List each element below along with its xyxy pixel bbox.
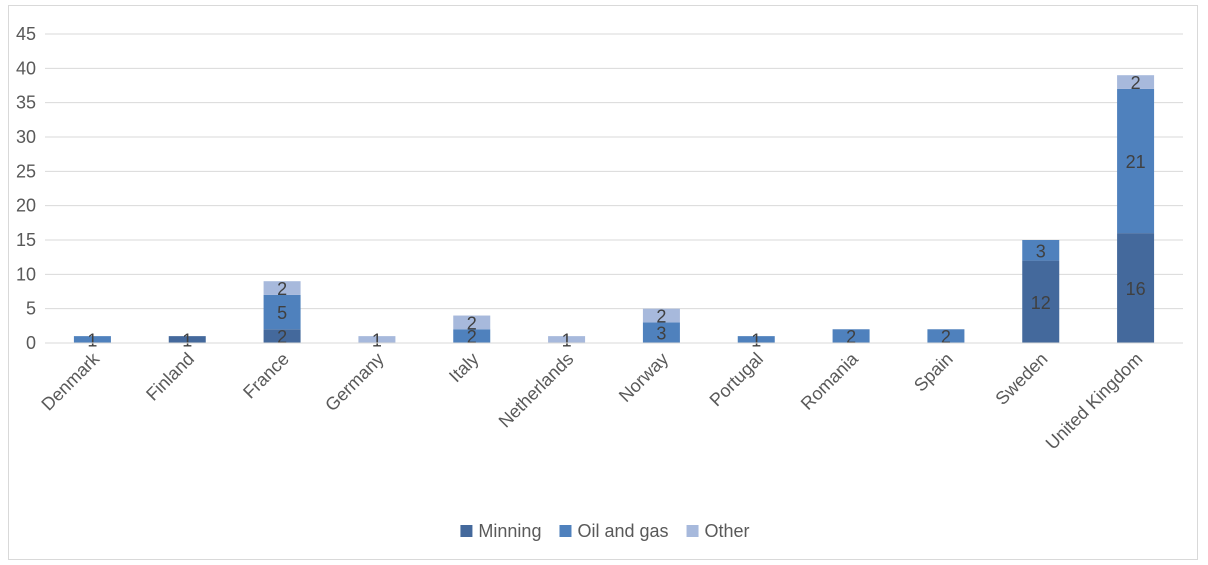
data-label-oil-and-gas-denmark: 1 [87,331,97,351]
data-label-other-united-kingdom: 2 [1131,73,1141,93]
y-tick-label: 10 [16,264,36,284]
bars [73,75,1155,343]
x-tick-label-sweden: Sweden [991,349,1051,409]
data-label-oil-and-gas-italy: 2 [467,327,477,347]
bar-segment-oil-and-gas-portugal [737,336,775,343]
bar-segment-other-united-kingdom [1117,75,1155,89]
data-label-oil-and-gas-portugal: 1 [751,331,761,351]
bar-segment-other-norway [642,308,680,323]
legend-label-other: Other [705,521,750,541]
legend-swatch-other [686,525,699,537]
bar-segment-minning-united-kingdom [1117,233,1155,343]
bar-segment-oil-and-gas-norway [642,322,680,343]
data-label-other-germany: 1 [372,331,382,351]
x-tick-label-germany: Germany [321,349,387,415]
legend: Minning Oil and gas Other [460,521,750,541]
y-tick-label: 20 [16,196,36,216]
data-label-oil-and-gas-sweden: 3 [1036,241,1046,261]
x-tick-label-united-kingdom: United Kingdom [1042,349,1147,454]
y-tick-label: 0 [26,333,36,353]
data-label-minning-united-kingdom: 16 [1126,279,1146,299]
bar-segment-oil-and-gas-spain [927,329,965,343]
bar-segment-oil-and-gas-italy [453,329,491,343]
bar-segment-minning-finland [168,336,206,343]
x-tick-label-portugal: Portugal [706,349,768,411]
x-tick-label-norway: Norway [615,349,672,406]
data-label-minning-france: 2 [277,327,287,347]
legend-swatch-minning [460,525,473,537]
data-label-other-france: 2 [277,279,287,299]
data-label-other-norway: 2 [656,307,666,327]
gridlines [45,33,1183,344]
bar-segment-minning-france [263,329,301,343]
bar-segment-oil-and-gas-france [263,294,301,330]
bar-segment-oil-and-gas-denmark [73,336,111,343]
chart-frame [8,5,1198,560]
data-label-other-netherlands: 1 [562,331,572,351]
bar-segment-other-netherlands [548,336,586,343]
y-tick-label: 35 [16,93,36,113]
bar-segment-oil-and-gas-romania [832,329,870,343]
x-tick-label-spain: Spain [910,349,957,396]
y-tick-label: 5 [26,299,36,319]
y-tick-label: 30 [16,127,36,147]
x-tick-label-finland: Finland [142,349,198,405]
data-label-oil-and-gas-norway: 3 [656,324,666,344]
x-tick-label-romania: Romania [797,348,863,414]
x-tick-label-france: France [239,349,293,403]
data-label-oil-and-gas-romania: 2 [846,327,856,347]
y-tick-label: 40 [16,58,36,78]
y-tick-label: 25 [16,161,36,181]
bar-segment-other-italy [453,315,491,330]
bar-segment-minning-sweden [1022,260,1060,343]
data-label-oil-and-gas-spain: 2 [941,327,951,347]
bar-segment-other-germany [358,336,396,343]
y-axis: 0 5 10 15 20 25 30 35 40 45 [16,24,36,353]
data-label-oil-and-gas-united-kingdom: 21 [1126,152,1146,172]
legend-swatch-oil-and-gas [559,525,572,537]
data-label-other-italy: 2 [467,313,477,333]
x-axis: Denmark Finland France Germany Italy Netherla… [37,342,1183,454]
x-tick-label-netherlands: Netherlands [495,349,578,432]
y-tick-label: 15 [16,230,36,250]
x-tick-label-italy: Italy [445,349,482,386]
data-label-minning-sweden: 12 [1031,293,1051,313]
bar-segment-oil-and-gas-sweden [1022,240,1060,261]
data-label-oil-and-gas-france: 5 [277,303,287,323]
bar-segment-oil-and-gas-united-kingdom [1117,88,1155,234]
y-tick-label: 45 [16,24,36,44]
bar-segment-other-france [263,281,301,295]
legend-label-minning: Minning [478,521,541,541]
legend-label-oil-and-gas: Oil and gas [577,521,668,541]
x-tick-label-denmark: Denmark [37,348,103,414]
data-label-minning-finland: 1 [182,331,192,351]
